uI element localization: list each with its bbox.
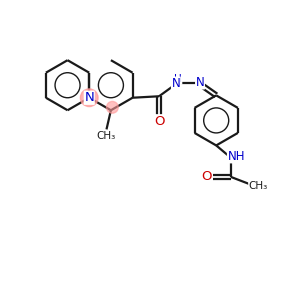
Text: N: N [196,76,204,89]
Text: NH: NH [227,150,245,163]
Text: CH₃: CH₃ [249,181,268,191]
Text: O: O [202,170,212,183]
Text: O: O [154,115,164,128]
Circle shape [106,101,118,113]
Circle shape [80,89,98,106]
Text: N: N [172,77,180,90]
Text: N: N [84,91,94,104]
Text: CH₃: CH₃ [97,131,116,141]
Text: H: H [174,74,182,84]
